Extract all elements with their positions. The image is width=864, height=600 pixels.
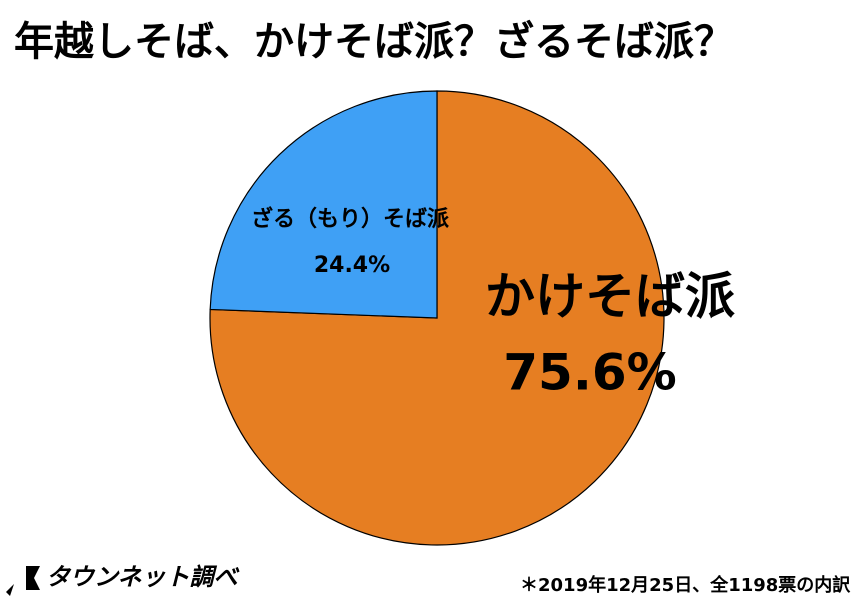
source-logo	[6, 566, 40, 596]
source: タウンネット調べ	[46, 563, 240, 591]
chart-title: 年越しそば、かけそば派？ざるそば派？	[14, 19, 734, 65]
pie-slice	[209, 90, 438, 319]
value-label: 75.6%	[503, 344, 676, 402]
value-label: 24.4%	[314, 253, 390, 278]
note: ＊2019年12月25日、全1198票の内訳	[520, 574, 851, 596]
slice-label: ざる（もり）そば派	[251, 206, 449, 232]
slice-label: かけそば派	[485, 268, 735, 326]
pie-slice	[209, 90, 665, 546]
